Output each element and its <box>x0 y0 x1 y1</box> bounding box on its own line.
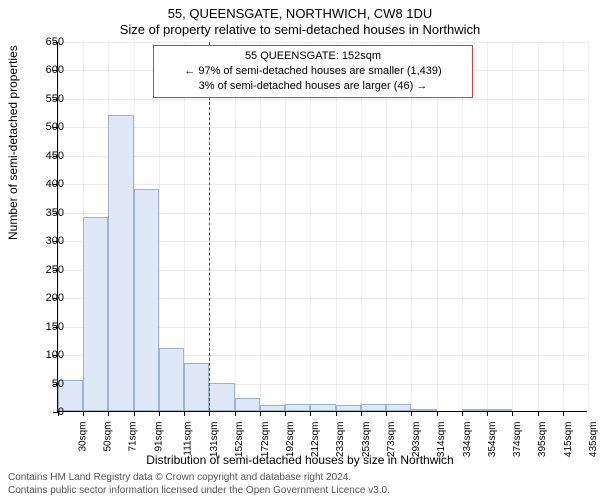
xtick-mark <box>361 411 362 416</box>
y-axis-label: Number of semi-detached properties <box>6 45 20 240</box>
histogram-bar <box>83 217 108 411</box>
xtick-label: 71sqm <box>128 422 139 452</box>
ytick-label: 200 <box>34 292 64 304</box>
histogram-bar <box>310 404 335 411</box>
footnote-line1: Contains HM Land Registry data © Crown c… <box>8 472 351 483</box>
histogram-bar <box>108 115 133 411</box>
title-sub: Size of property relative to semi-detach… <box>0 22 600 37</box>
xtick-mark <box>134 411 135 416</box>
xtick-label: 273sqm <box>386 422 397 458</box>
xtick-mark <box>487 411 488 416</box>
xtick-mark <box>386 411 387 416</box>
xtick-mark <box>108 411 109 416</box>
xtick-label: 435sqm <box>588 422 599 458</box>
xtick-mark <box>563 411 564 416</box>
annotation-line1: 55 QUEENSGATE: 152sqm <box>162 49 464 64</box>
ytick-label: 450 <box>34 150 64 162</box>
ytick-label: 150 <box>34 321 64 333</box>
xtick-label: 50sqm <box>103 422 114 452</box>
gridline-horizontal <box>58 99 587 100</box>
ytick-label: 350 <box>34 207 64 219</box>
histogram-bar <box>462 409 487 411</box>
xtick-mark <box>411 411 412 416</box>
ytick-label: 250 <box>34 264 64 276</box>
xtick-label: 192sqm <box>285 422 296 458</box>
ytick-label: 650 <box>34 36 64 48</box>
histogram-bar <box>235 398 260 411</box>
gridline-horizontal <box>58 184 587 185</box>
xtick-mark <box>462 411 463 416</box>
xtick-mark <box>235 411 236 416</box>
x-axis-label: Distribution of semi-detached houses by … <box>0 453 600 467</box>
ytick-label: 300 <box>34 235 64 247</box>
annotation-line2: ← 97% of semi-detached houses are smalle… <box>162 64 464 79</box>
xtick-label: 395sqm <box>537 422 548 458</box>
gridline-horizontal <box>58 127 587 128</box>
histogram-bar <box>285 404 310 411</box>
xtick-label: 354sqm <box>487 422 498 458</box>
xtick-label: 253sqm <box>361 422 372 458</box>
figure-container: 55, QUEENSGATE, NORTHWICH, CW8 1DU Size … <box>0 0 600 500</box>
xtick-mark <box>336 411 337 416</box>
histogram-bar <box>260 405 285 411</box>
xtick-mark <box>285 411 286 416</box>
ytick-label: 400 <box>34 178 64 190</box>
xtick-mark <box>184 411 185 416</box>
xtick-label: 314sqm <box>436 422 447 458</box>
histogram-chart: 55 QUEENSGATE: 152sqm← 97% of semi-detac… <box>57 42 587 412</box>
title-main: 55, QUEENSGATE, NORTHWICH, CW8 1DU <box>0 6 600 21</box>
ytick-label: 0 <box>34 406 64 418</box>
histogram-bar <box>184 363 209 411</box>
footnote-line2: Contains public sector information licen… <box>8 485 390 496</box>
xtick-label: 415sqm <box>563 422 574 458</box>
xtick-label: 293sqm <box>411 422 422 458</box>
xtick-label: 212sqm <box>310 422 321 458</box>
xtick-label: 334sqm <box>462 422 473 458</box>
ytick-label: 50 <box>34 378 64 390</box>
xtick-label: 374sqm <box>512 422 523 458</box>
xtick-mark <box>437 411 438 416</box>
histogram-bar <box>487 409 512 411</box>
xtick-mark <box>260 411 261 416</box>
gridline-horizontal <box>58 156 587 157</box>
annotation-line3: 3% of semi-detached houses are larger (4… <box>162 79 464 94</box>
xtick-mark <box>512 411 513 416</box>
histogram-bar <box>336 405 361 411</box>
xtick-label: 91sqm <box>153 422 164 452</box>
xtick-label: 152sqm <box>235 422 246 458</box>
xtick-label: 131sqm <box>209 422 220 458</box>
histogram-bar <box>361 404 386 411</box>
histogram-bar <box>159 348 184 411</box>
xtick-mark <box>159 411 160 416</box>
gridline-horizontal <box>58 42 587 43</box>
ytick-label: 550 <box>34 93 64 105</box>
gridline-vertical <box>588 42 589 411</box>
xtick-mark <box>538 411 539 416</box>
footnote: Contains HM Land Registry data © Crown c… <box>8 472 390 497</box>
xtick-label: 111sqm <box>183 422 194 456</box>
xtick-mark <box>209 411 210 416</box>
xtick-mark <box>83 411 84 416</box>
xtick-label: 233sqm <box>335 422 346 458</box>
histogram-bar <box>134 189 159 411</box>
annotation-box: 55 QUEENSGATE: 152sqm← 97% of semi-detac… <box>153 45 473 98</box>
ytick-label: 500 <box>34 121 64 133</box>
xtick-label: 172sqm <box>260 422 271 458</box>
ytick-label: 600 <box>34 64 64 76</box>
xtick-mark <box>310 411 311 416</box>
histogram-bar <box>411 409 436 411</box>
xtick-label: 30sqm <box>78 422 89 452</box>
ytick-label: 100 <box>34 349 64 361</box>
histogram-bar <box>386 404 411 411</box>
histogram-bar <box>209 383 234 411</box>
